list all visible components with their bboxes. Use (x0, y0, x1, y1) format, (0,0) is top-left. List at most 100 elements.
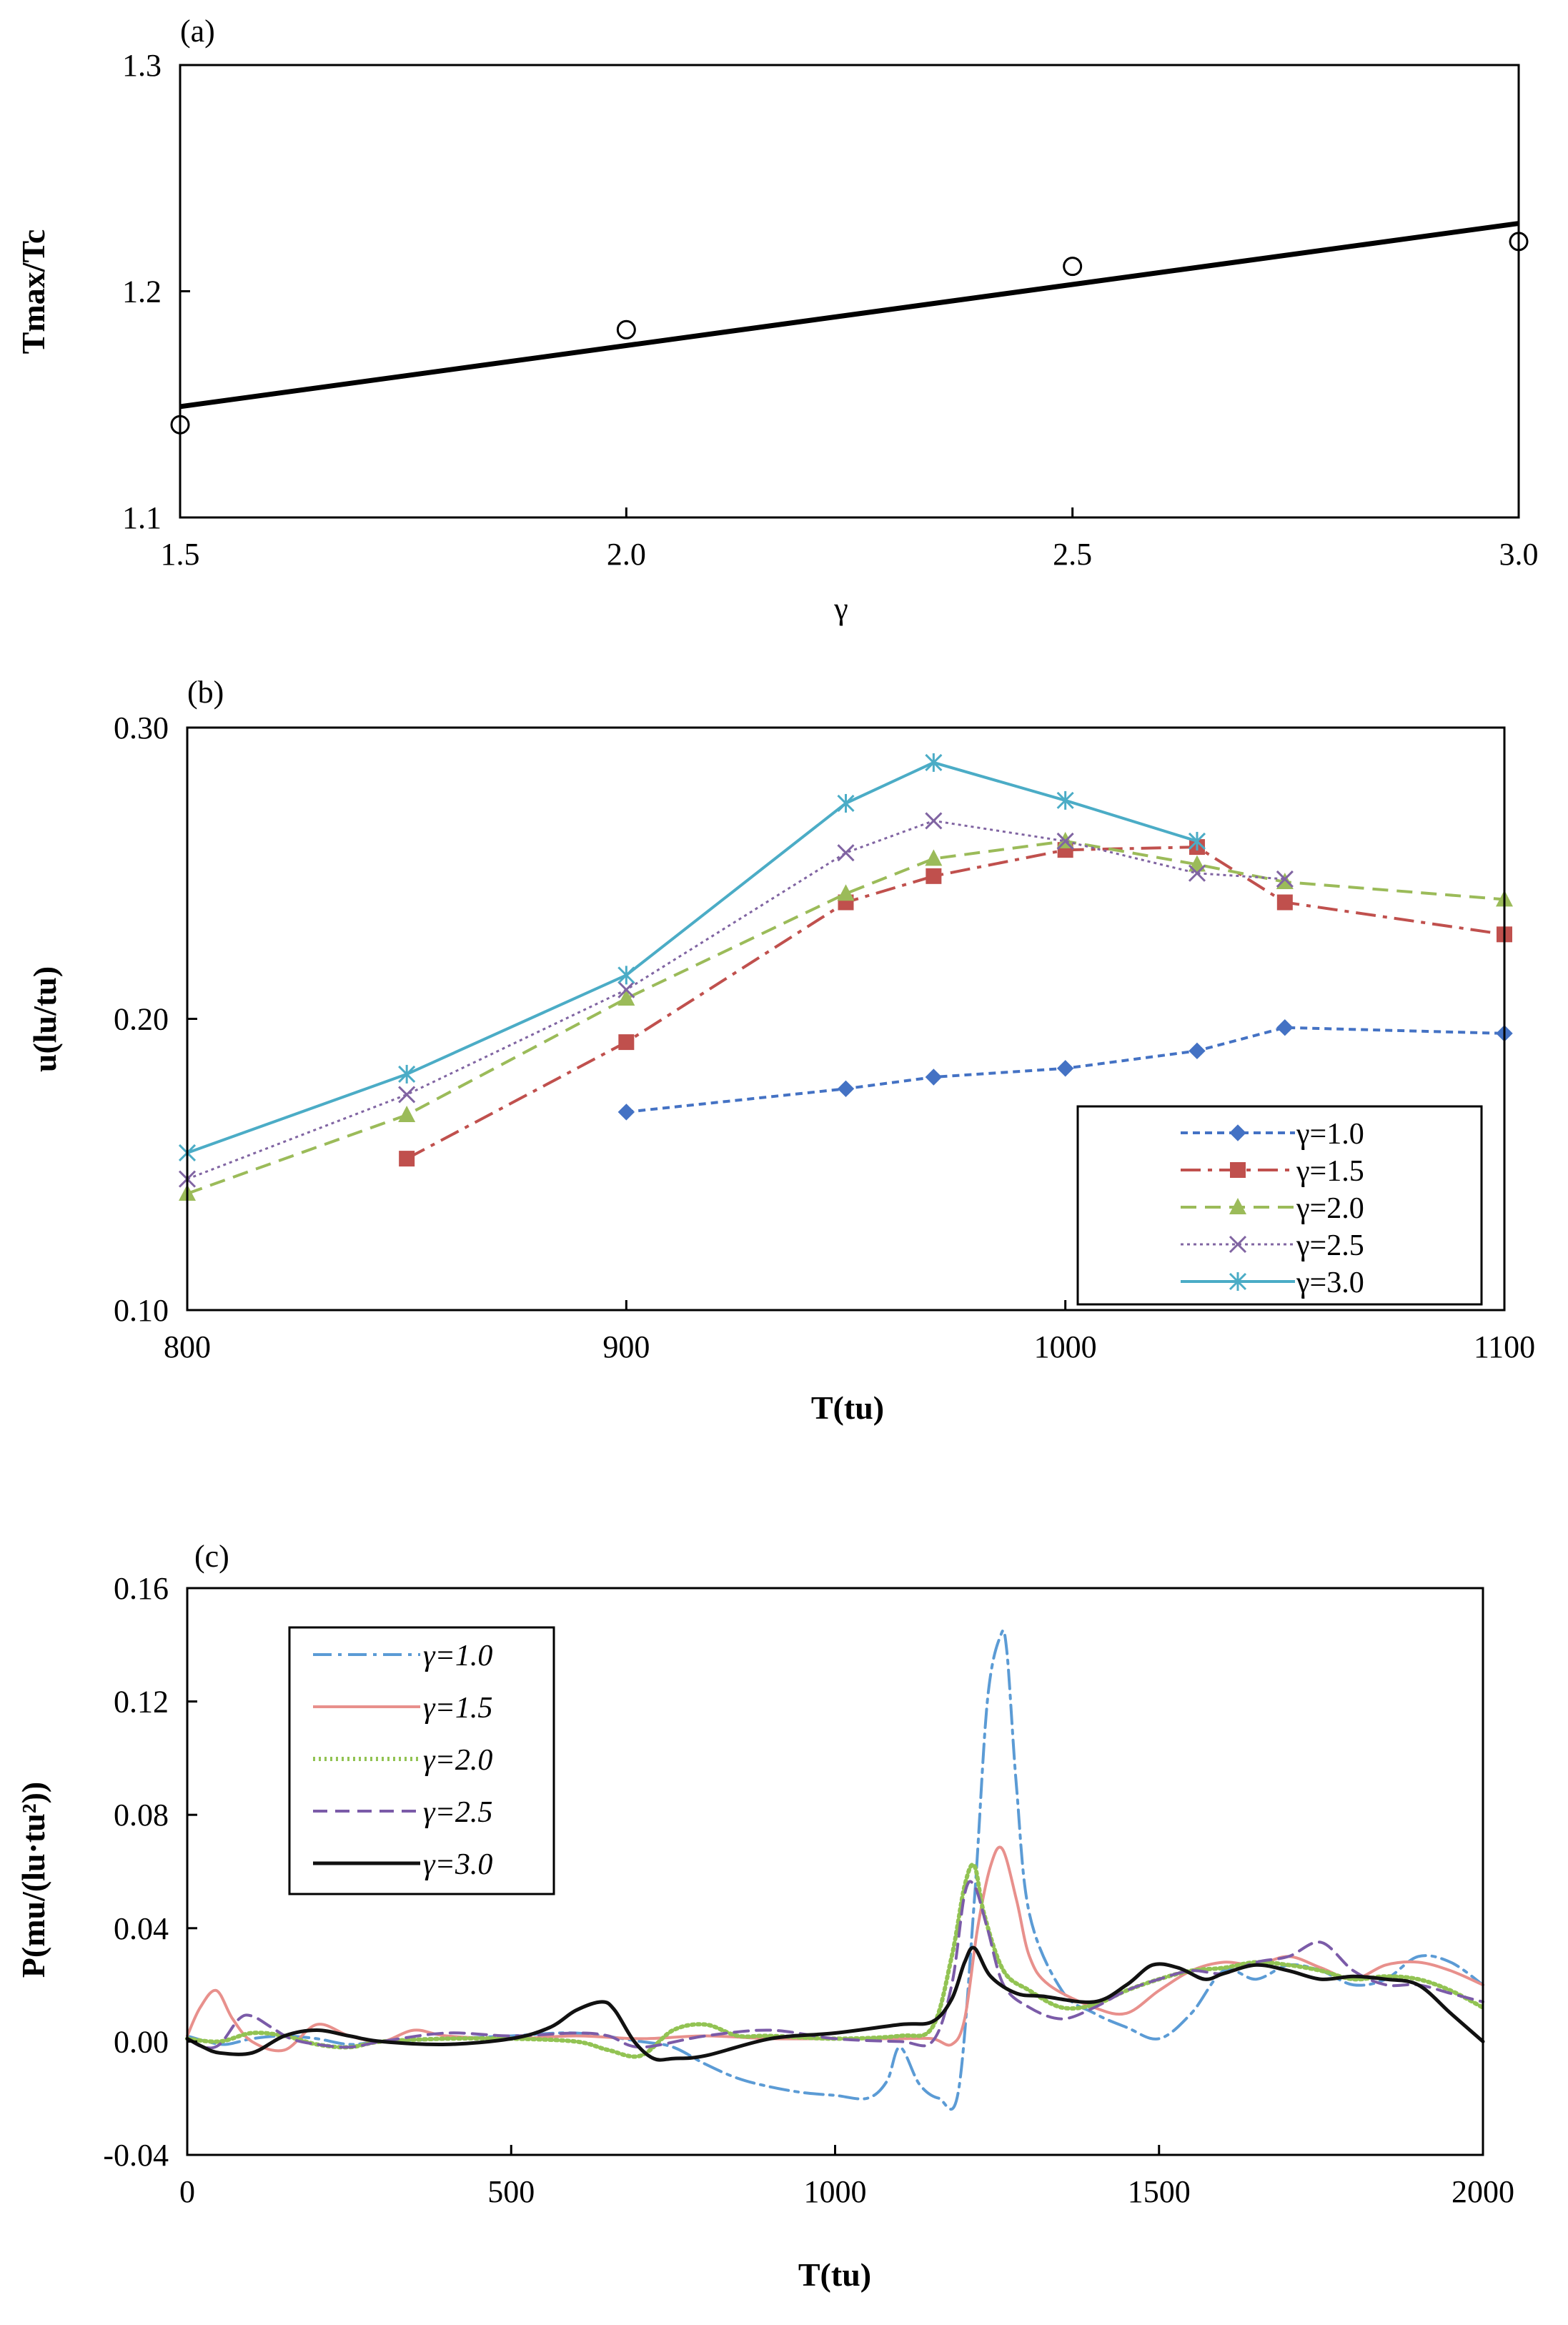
panel-a-fit-line (179, 221, 1519, 410)
y-tick-label: 1.1 (122, 500, 162, 535)
panel-b-data-point (1276, 894, 1293, 911)
panel-b-legend-marker (1229, 1198, 1246, 1214)
panel-b-data-point (837, 793, 855, 813)
y-tick-label: 0.12 (114, 1685, 169, 1720)
panel-c-legend-box (288, 1626, 555, 1895)
panel-c-legend-label: γ=1.5 (423, 1692, 492, 1725)
panel-b-legend-label: γ=1.0 (1296, 1118, 1364, 1151)
panel-b-y-axis-label: u(lu/tu) (26, 966, 63, 1072)
x-tick-label: 1000 (1034, 1329, 1097, 1364)
y-tick-label: 1.2 (122, 274, 162, 309)
panel-b-data-point (1276, 870, 1294, 888)
x-tick-label: 3.0 (1499, 537, 1539, 572)
y-tick-label: 0.30 (114, 710, 169, 745)
panel-b-plot-area (178, 753, 1513, 1201)
panel-b-data-point (925, 812, 943, 830)
panel-c-legend-entry: γ=2.0 (313, 1744, 492, 1777)
x-tick-label: 1.5 (161, 537, 200, 572)
panel-c-y-axis-label: P(mu/(lu·tu²)) (15, 1782, 51, 1978)
x-tick-label: 2.0 (607, 537, 646, 572)
panel-b-data-point (926, 868, 942, 884)
panel-b-data-point (1188, 864, 1206, 882)
panel-c-legend-label: γ=2.0 (423, 1744, 492, 1777)
panel-c-series-4 (186, 1880, 1484, 2050)
panel-b-data-point (1056, 1060, 1074, 1077)
x-tick-label: 1000 (804, 2174, 867, 2209)
x-tick-label: 1500 (1128, 2174, 1191, 2209)
y-tick-label: 0.08 (114, 1798, 169, 1833)
panel-c-legend-label: γ=3.0 (423, 1848, 492, 1881)
panel-b-series-line (187, 819, 1285, 1181)
panel-a-x-ticks: 1.5 2.0 2.5 3.0 (161, 507, 1539, 572)
panel-b-legend-marker (1229, 1272, 1247, 1291)
panel-c-series-3 (185, 1863, 1485, 2059)
panel-c-legend: γ=1.0 γ=1.5 γ=2.0 γ=2.5 γ=3.0 (288, 1626, 555, 1895)
panel-c-x-axis-label: T(tu) (798, 2256, 871, 2293)
panel-b-data-point (1276, 872, 1294, 889)
y-tick-label: 1.3 (122, 48, 162, 83)
panel-c-legend-entry: γ=1.5 (313, 1692, 492, 1725)
panel-b-data-point (399, 1151, 415, 1167)
x-tick-label: 900 (602, 1329, 650, 1364)
x-tick-label: 0 (179, 2174, 195, 2209)
y-tick-label: -0.04 (103, 2138, 169, 2173)
panel-b: (b) 0.10 0.20 0.30 800 900 1000 1100 u(lu/tu)… (26, 675, 1535, 1426)
panel-b-data-point (1056, 832, 1074, 850)
x-tick-label: 500 (487, 2174, 535, 2209)
y-tick-label: 0.04 (114, 1911, 169, 1946)
panel-b-data-point (398, 1086, 416, 1104)
panel-b-data-point (837, 884, 855, 901)
panel-a-label: (a) (180, 14, 215, 49)
panel-b-data-point (398, 1105, 416, 1122)
panel-b-legend-label: γ=2.0 (1296, 1192, 1364, 1225)
panel-b-legend-label: γ=3.0 (1296, 1266, 1364, 1299)
panel-b-x-ticks: 800 900 1000 1100 (164, 1300, 1535, 1364)
y-tick-label: 0.16 (114, 1571, 169, 1606)
panel-b-legend-entry: γ=3.0 (1181, 1266, 1364, 1299)
panel-b-data-point (1056, 790, 1074, 810)
panel-b-legend-label: γ=1.5 (1296, 1155, 1364, 1188)
panel-b-series-line (187, 760, 1198, 1154)
panel-a-data-point (1063, 257, 1083, 277)
panel-c-legend-label: γ=2.5 (423, 1796, 492, 1829)
panel-c-legend-entry: γ=3.0 (313, 1848, 492, 1881)
panel-b-label: (b) (187, 675, 224, 710)
panel-c-series-5 (185, 1945, 1485, 2062)
panel-b-series-5 (178, 753, 1206, 1162)
panel-b-data-point (837, 844, 855, 862)
panel-a-x-axis-label: γ (833, 591, 848, 626)
panel-a-frame (179, 64, 1520, 519)
x-tick-label: 800 (164, 1329, 211, 1364)
panel-b-legend-box (1076, 1105, 1483, 1306)
panel-b-legend-entry: γ=1.5 (1181, 1155, 1364, 1188)
panel-b-x-axis-label: T(tu) (811, 1389, 884, 1426)
panel-b-legend-marker (1229, 1124, 1246, 1141)
panel-c-x-ticks: 0 500 1000 1500 2000 (179, 2145, 1514, 2209)
panel-c-legend-entry: γ=2.5 (313, 1796, 492, 1829)
panel-b-legend-marker (1230, 1162, 1246, 1178)
panel-b-data-point (617, 988, 635, 1006)
panel-b-data-point (837, 1080, 855, 1098)
panel-b-legend-entry: γ=1.0 (1181, 1118, 1364, 1151)
panel-a-y-ticks: 1.1 1.2 1.3 (122, 48, 190, 535)
y-tick-label: 0.00 (114, 2024, 169, 2059)
panel-b-data-point (617, 966, 635, 985)
panel-a-plot-area (170, 221, 1529, 435)
panel-b-legend: γ=1.0 γ=1.5 γ=2.0 γ=2.5 γ=3.0 (1076, 1105, 1483, 1306)
y-tick-label: 0.20 (114, 1002, 169, 1037)
panel-b-series-1 (617, 1019, 1513, 1121)
panel-a: (a) 1.1 1.2 1.3 1.5 2.0 2.5 3.0 Tmax/Tc γ (15, 14, 1539, 626)
panel-b-data-point (617, 1104, 635, 1121)
panel-b-data-point (1188, 831, 1206, 851)
panel-c-label: (c) (194, 1539, 229, 1574)
panel-b-data-point (618, 1034, 635, 1051)
panel-c-plot-area (185, 1629, 1485, 2111)
panel-b-legend-entry: γ=2.5 (1181, 1229, 1364, 1262)
panel-b-data-point (925, 1069, 943, 1086)
panel-b-data-point (617, 981, 635, 998)
panel-b-series-line (406, 846, 1505, 1160)
x-tick-label: 1100 (1474, 1329, 1535, 1364)
panel-a-data-point (616, 319, 636, 339)
panel-a-y-axis-label: Tmax/Tc (15, 229, 51, 355)
